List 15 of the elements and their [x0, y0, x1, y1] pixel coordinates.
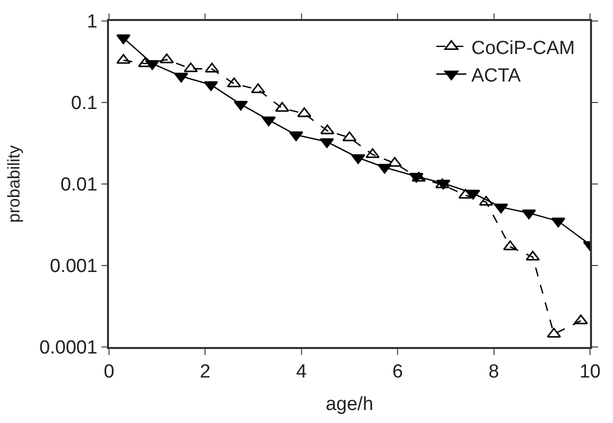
legend-label: CoCiP-CAM	[471, 38, 575, 59]
x-tick-label: 6	[392, 362, 403, 383]
y-tick-label: 0.0001	[39, 338, 98, 359]
y-axis-title: probability	[4, 144, 24, 223]
y-tick-label: 1	[86, 12, 98, 33]
y-tick-label: 0.1	[71, 93, 98, 114]
x-tick-label: 2	[200, 362, 210, 383]
x-tick-label: 4	[296, 362, 308, 383]
x-axis-title: age/h	[326, 394, 374, 415]
y-tick-label: 0.01	[60, 174, 98, 196]
x-tick-label: 10	[579, 362, 601, 383]
x-tick-label: 0	[104, 362, 114, 383]
legend-label: ACTA	[471, 65, 521, 86]
x-tick-label: 8	[488, 362, 500, 383]
y-tick-label: 0.001	[50, 256, 98, 278]
